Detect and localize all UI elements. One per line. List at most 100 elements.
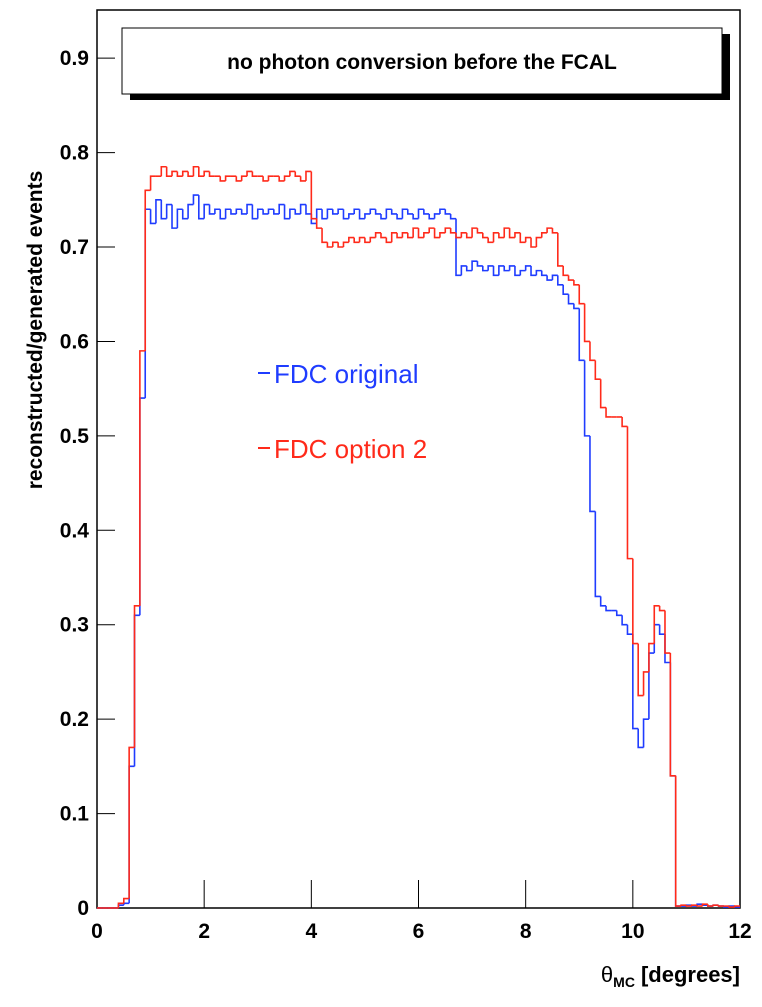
- histogram-step: [444, 209, 451, 215]
- histogram-step: [637, 728, 644, 749]
- histogram-step: [423, 209, 430, 215]
- histogram-step: [219, 209, 226, 220]
- histogram-step: [353, 237, 360, 244]
- x-tick-label: 12: [728, 920, 751, 943]
- histogram-step: [181, 209, 189, 220]
- histogram-step: [653, 623, 660, 654]
- histogram-step: [305, 204, 312, 215]
- histogram-step: [348, 236, 355, 243]
- histogram-step: [139, 397, 146, 616]
- histogram-step: [728, 906, 735, 908]
- histogram-step: [235, 208, 242, 214]
- histogram-step: [589, 435, 596, 513]
- histogram-step: [626, 624, 633, 635]
- histogram-step: [471, 260, 478, 271]
- histogram-step: [214, 208, 221, 214]
- histogram-step: [664, 634, 671, 664]
- histogram-step: [380, 232, 387, 239]
- histogram-step: [433, 228, 440, 239]
- histogram-step: [240, 209, 248, 215]
- histogram-step: [460, 232, 467, 238]
- histogram-step: [369, 236, 376, 243]
- histogram-step: [267, 208, 274, 214]
- histogram-step: [540, 270, 548, 277]
- histogram-step: [546, 275, 553, 281]
- histogram-step: [669, 653, 676, 777]
- histogram-step: [198, 195, 205, 220]
- histogram-step: [321, 209, 328, 220]
- histogram-step: [305, 170, 312, 181]
- histogram-step: [224, 175, 231, 181]
- histogram-step: [331, 209, 339, 215]
- histogram-step: [712, 904, 719, 907]
- histogram-step: [139, 350, 146, 606]
- histogram-step: [423, 232, 430, 238]
- histogram-step: [224, 208, 231, 219]
- histogram-step: [594, 360, 601, 381]
- histogram-step: [465, 265, 473, 272]
- histogram-step: [690, 904, 698, 907]
- histogram-step: [230, 209, 237, 215]
- histogram-step: [122, 902, 130, 906]
- histogram-step: [658, 624, 665, 635]
- histogram-step: [653, 605, 660, 644]
- histogram-step: [396, 232, 403, 239]
- histogram-step: [396, 213, 403, 220]
- histogram-step: [219, 176, 226, 182]
- histogram-step: [642, 671, 649, 696]
- histogram-step: [289, 170, 296, 177]
- histogram-step: [315, 208, 323, 224]
- histogram-step: [557, 275, 564, 286]
- histogram-step: [599, 596, 607, 607]
- histogram-step: [567, 294, 574, 305]
- histogram-step: [246, 170, 253, 177]
- histogram-step: [299, 203, 306, 214]
- histogram-step: [707, 904, 714, 907]
- histogram-step: [171, 170, 178, 177]
- histogram-step: [144, 208, 151, 399]
- histogram-step: [171, 204, 178, 229]
- histogram-step: [503, 265, 510, 272]
- histogram-step: [358, 209, 365, 220]
- histogram-step: [605, 605, 612, 612]
- histogram-step: [492, 232, 499, 243]
- histogram-step: [374, 232, 381, 238]
- y-tick-label: 0.6: [60, 330, 89, 353]
- histogram-step: [278, 203, 285, 214]
- histogram-step: [406, 209, 414, 215]
- histogram-step: [524, 236, 532, 243]
- histogram-step: [519, 232, 526, 244]
- histogram-step: [540, 232, 548, 238]
- histogram-step: [658, 605, 665, 612]
- x-label-unit: [degrees]: [641, 962, 740, 987]
- histogram-step: [508, 228, 515, 239]
- histogram-step: [599, 379, 607, 409]
- histogram-step: [428, 227, 435, 233]
- histogram-step: [648, 642, 655, 672]
- histogram-step: [642, 718, 649, 748]
- histogram-step: [551, 228, 558, 234]
- histogram-step: [192, 194, 199, 205]
- histogram-step: [160, 199, 167, 220]
- y-tick-label: 0.7: [60, 236, 89, 259]
- histogram-step: [514, 265, 521, 277]
- x-tick-label: 4: [305, 920, 317, 943]
- histogram-step: [149, 209, 156, 225]
- histogram-step: [267, 175, 274, 181]
- histogram-step: [578, 284, 585, 305]
- histogram-step: [476, 261, 483, 267]
- y-tick-label: 0.5: [60, 425, 90, 448]
- histogram-step: [546, 227, 553, 233]
- histogram-step: [417, 228, 424, 239]
- histogram-step: [358, 236, 365, 243]
- histogram-step: [669, 662, 676, 777]
- histogram-step: [632, 634, 639, 730]
- histogram-step: [160, 165, 167, 177]
- histogram-step: [321, 228, 328, 244]
- histogram-step: [342, 241, 349, 248]
- histogram-step: [198, 166, 205, 177]
- chart-title: no photon conversion before the FCAL: [227, 51, 617, 74]
- histogram-step: [637, 643, 644, 697]
- histogram-step: [449, 228, 457, 234]
- histogram-step: [251, 171, 258, 177]
